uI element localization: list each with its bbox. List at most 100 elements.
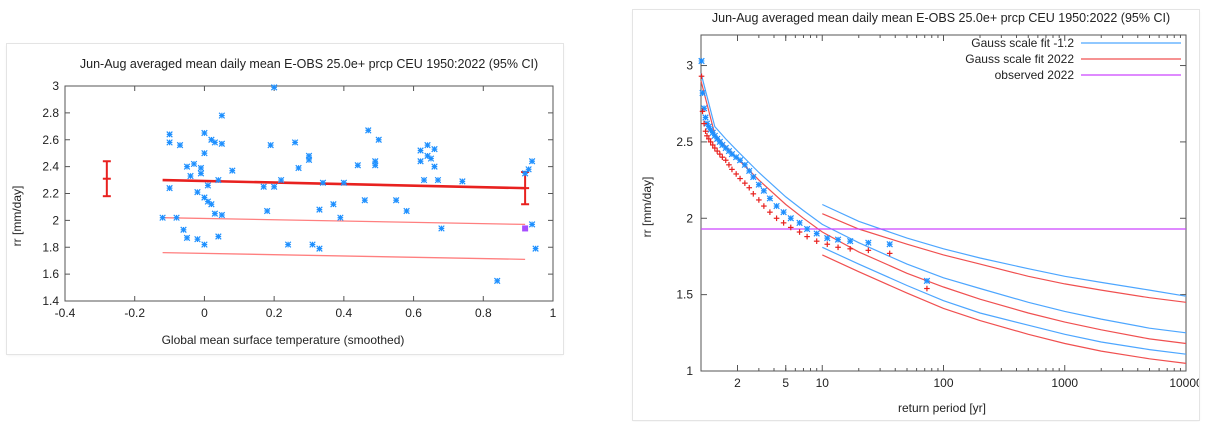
data-point-2022 <box>773 215 780 222</box>
y-tick-label: 1.5 <box>676 288 693 302</box>
data-point <box>197 164 205 172</box>
chart-title: Jun-Aug averaged mean daily mean E-OBS 2… <box>712 11 1170 25</box>
data-point-2022 <box>746 184 753 191</box>
y-tick-label: 2.6 <box>42 133 59 147</box>
legend-label: observed 2022 <box>995 68 1075 82</box>
data-point-past <box>796 219 803 227</box>
fit-curve-2022 <box>700 80 1187 345</box>
x-tick-label: -0.2 <box>124 306 145 320</box>
x-tick-label: 10000 <box>1169 376 1199 390</box>
data-point-2022 <box>750 191 757 197</box>
return-period-chart-panel: Jun-Aug averaged mean daily mean E-OBS 2… <box>633 10 1199 420</box>
data-point <box>392 196 400 204</box>
data-point-2022 <box>704 133 710 139</box>
data-point <box>438 225 445 232</box>
x-tick-label: -0.4 <box>55 306 76 320</box>
fit-curve-past <box>700 73 1187 334</box>
data-point-2022 <box>733 171 739 177</box>
data-point-2022 <box>813 238 820 244</box>
data-point <box>295 164 302 172</box>
data-point-2022 <box>865 247 872 254</box>
x-tick-label: 10 <box>816 376 830 390</box>
y-tick-label: 2.8 <box>42 106 59 120</box>
legend: Gauss scale fit -1.2 Gauss scale fit 202… <box>965 36 1181 82</box>
data-point <box>340 179 348 186</box>
y-tick-label: 1 <box>686 364 693 378</box>
data-point-past <box>709 129 716 136</box>
data-point <box>420 176 428 184</box>
data-point-2022 <box>706 136 712 142</box>
data-point-2022 <box>717 151 723 157</box>
x-tick-label: 5 <box>782 376 789 390</box>
data-point <box>427 155 435 162</box>
data-point <box>337 214 344 221</box>
data-point-2022 <box>714 148 720 154</box>
data-point-2022 <box>804 233 810 240</box>
x-tick-label: 2 <box>734 376 741 390</box>
data-point <box>187 172 194 180</box>
data-point-2022 <box>729 166 735 173</box>
scatter-chart-panel: Jun-Aug averaged mean daily mean E-OBS 2… <box>7 44 563 354</box>
data-point-2022 <box>719 154 726 160</box>
data-point <box>270 183 278 191</box>
data-point <box>375 136 382 143</box>
data-point <box>208 201 215 208</box>
data-point-2022 <box>824 241 831 248</box>
data-point-past <box>813 230 820 237</box>
data-point <box>215 233 222 240</box>
data-point <box>434 176 442 184</box>
y-tick-label: 2.2 <box>42 187 59 201</box>
data-point <box>417 147 424 154</box>
data-point-2022 <box>835 244 841 251</box>
data-point <box>316 206 323 213</box>
data-point <box>361 196 368 204</box>
data-point <box>176 141 184 149</box>
data-point-past <box>766 195 774 202</box>
legend-label: Gauss scale fit -1.2 <box>971 36 1074 50</box>
data-point <box>194 188 201 196</box>
x-tick-label: 1000 <box>1051 376 1078 390</box>
data-point <box>431 145 438 153</box>
data-point <box>183 234 191 242</box>
confidence-band-line <box>162 217 526 226</box>
y-tick-label: 3 <box>686 59 693 73</box>
data-point <box>190 160 198 168</box>
data-point-past <box>773 202 780 210</box>
data-point-2022 <box>886 250 893 257</box>
data-point-past <box>698 57 705 65</box>
x-axis-label: Global mean surface temperature (smoothe… <box>162 333 405 347</box>
data-point-past <box>750 173 757 181</box>
data-point-2022 <box>722 157 729 164</box>
data-point <box>194 235 201 243</box>
y-tick-label: 2 <box>52 213 59 227</box>
x-tick-label: 0.8 <box>475 306 492 320</box>
return-period-chart: Jun-Aug averaged mean daily mean E-OBS 2… <box>640 11 1199 415</box>
confidence-band-line <box>162 251 526 260</box>
data-point-2022 <box>767 209 773 215</box>
data-point <box>218 211 226 219</box>
data-point-past <box>755 181 763 188</box>
data-point-past <box>780 208 787 216</box>
data-point-past <box>865 239 872 246</box>
data-point-2022 <box>780 220 787 226</box>
data-point <box>330 201 337 208</box>
x-tick-label: 1 <box>550 306 557 320</box>
data-point <box>403 207 410 215</box>
x-tick-label: 100 <box>933 376 953 390</box>
data-point-past <box>736 157 744 164</box>
data-point <box>354 162 362 169</box>
data-point <box>459 178 466 185</box>
data-point-past <box>760 187 768 195</box>
data-point-past <box>846 237 854 245</box>
x-tick-label: 0.4 <box>336 306 353 320</box>
data-point-2022 <box>796 229 803 235</box>
data-point <box>424 141 431 149</box>
data-point <box>528 158 536 165</box>
data-point <box>180 226 187 234</box>
data-point <box>166 184 173 192</box>
data-point <box>525 166 532 173</box>
data-point-2022 <box>847 246 853 252</box>
data-point <box>277 176 285 184</box>
x-tick-label: 0.2 <box>266 306 283 320</box>
data-point-past <box>824 234 831 242</box>
